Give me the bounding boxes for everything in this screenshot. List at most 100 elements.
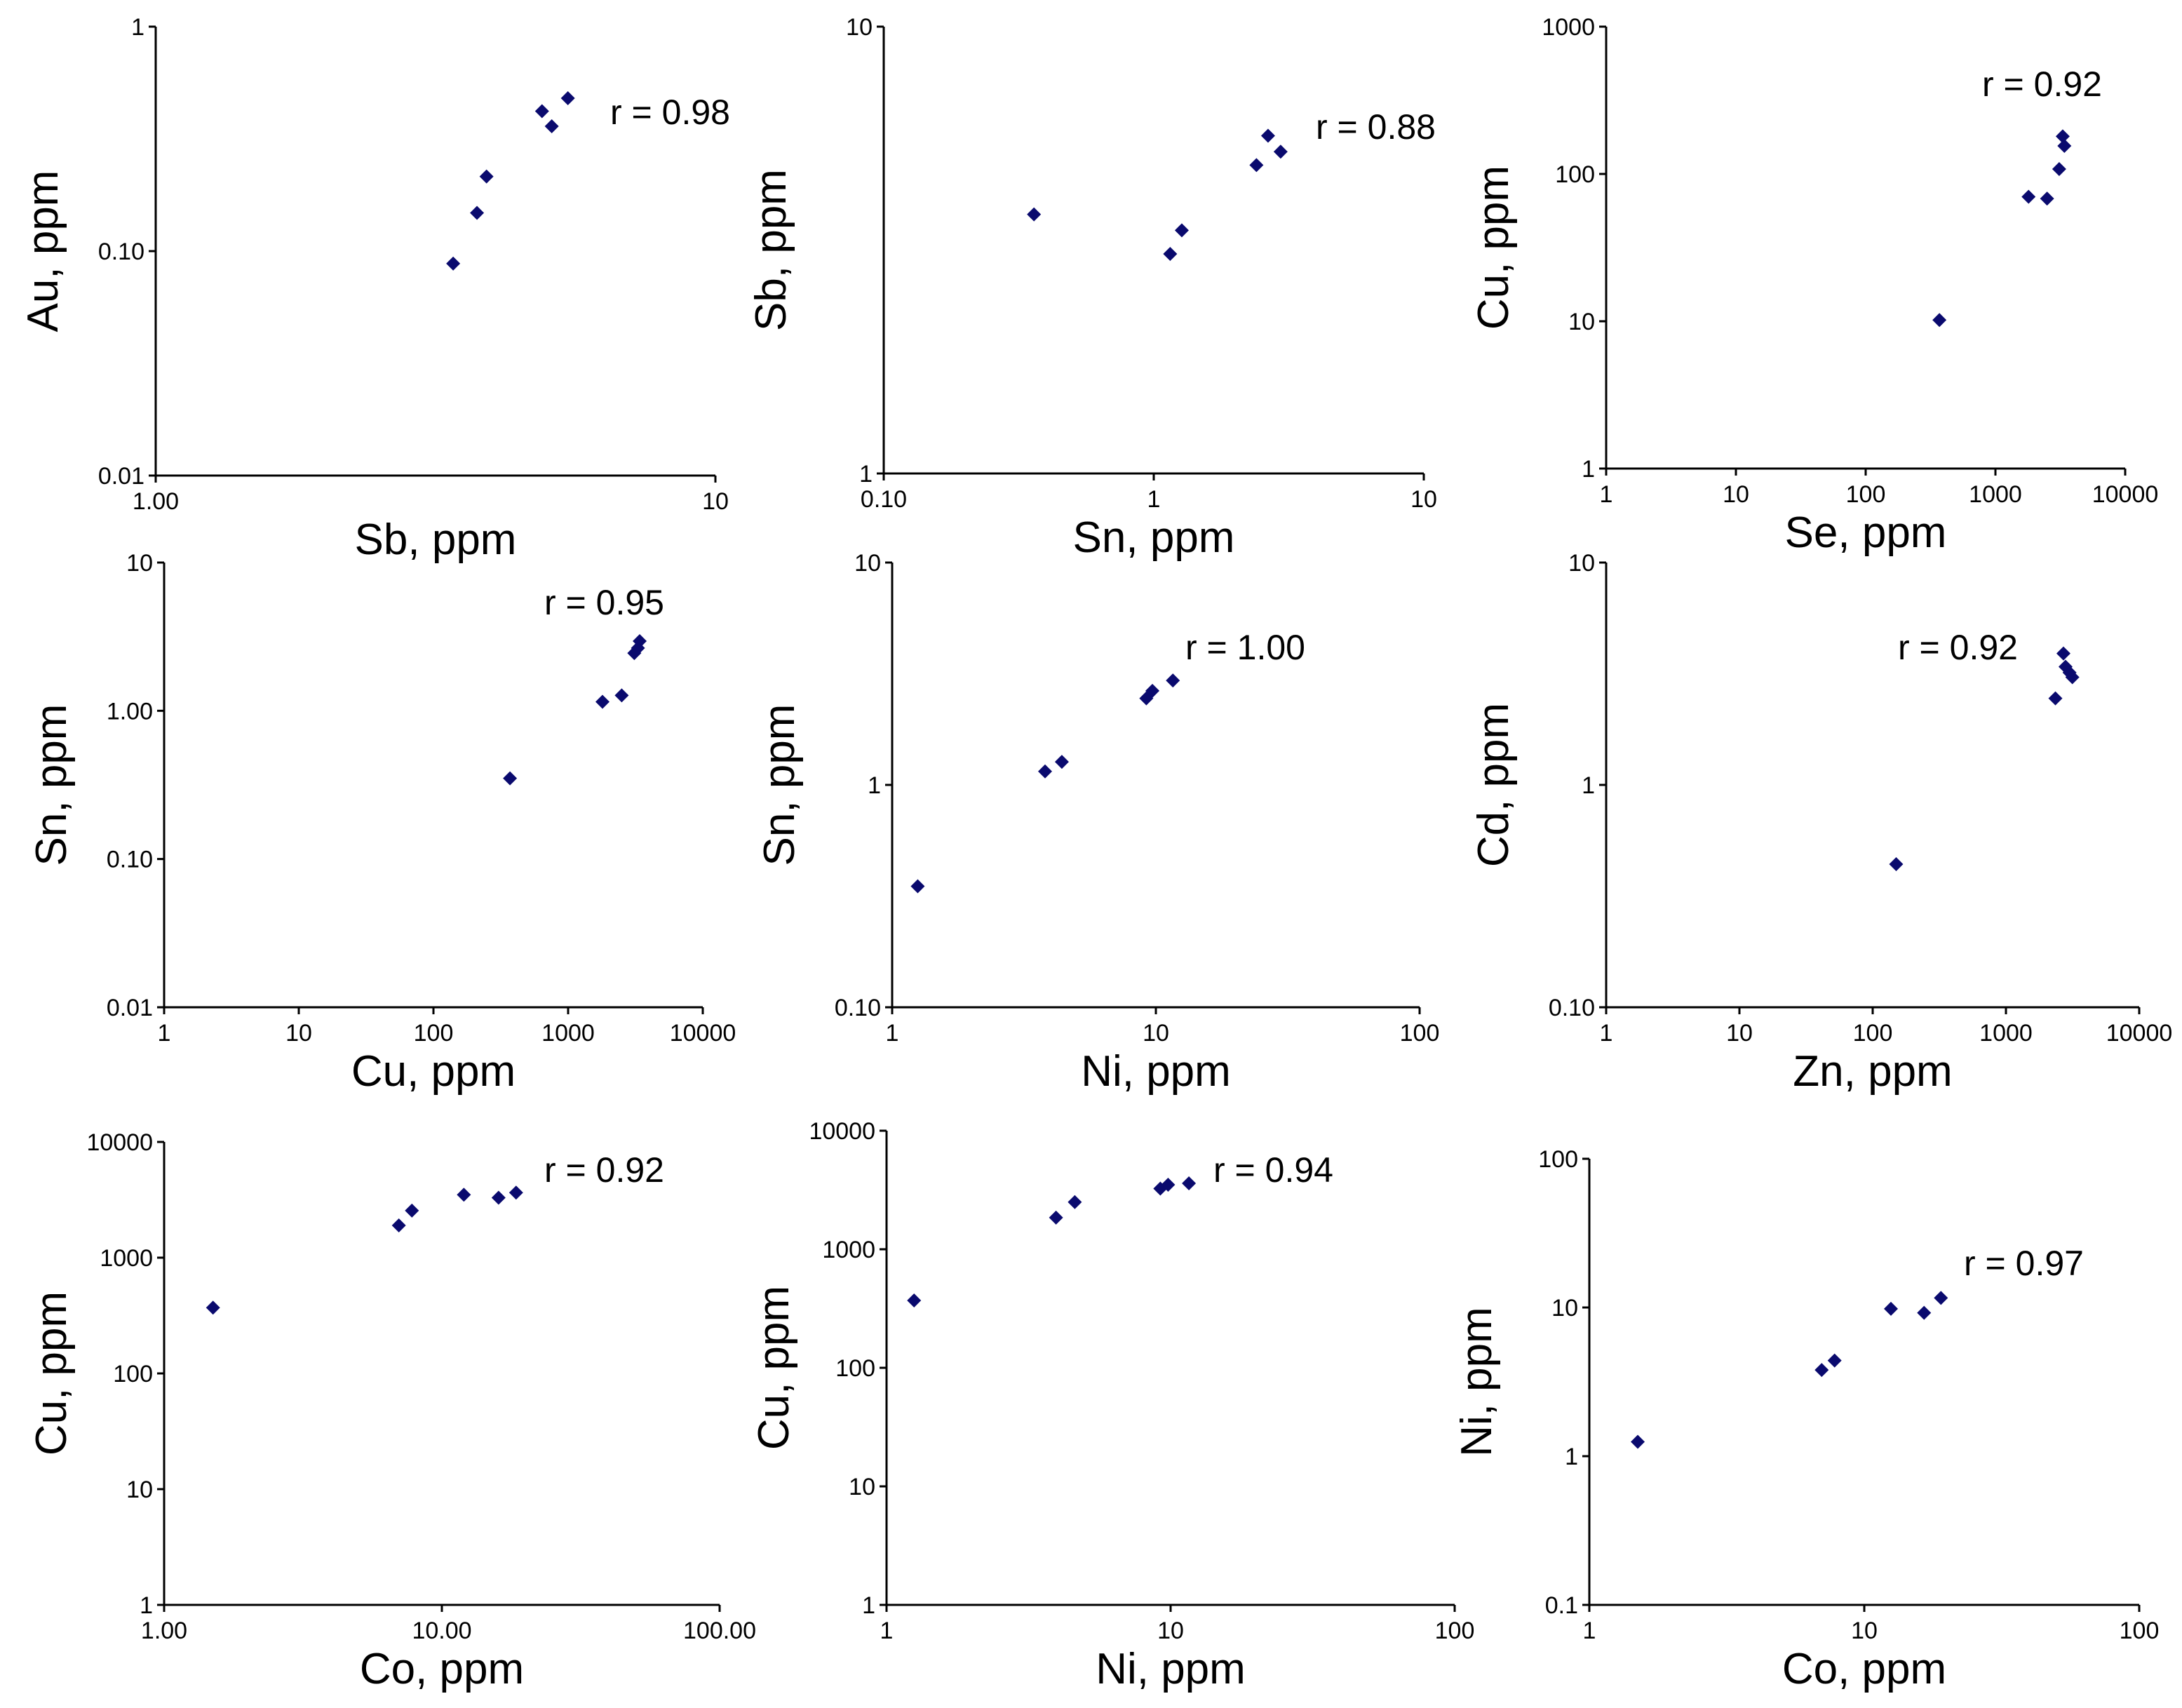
data-point xyxy=(595,694,610,709)
y-tick-label: 1 xyxy=(859,461,873,487)
x-axis-title: Sb, ppm xyxy=(355,516,517,564)
y-tick-label: 0.01 xyxy=(107,995,153,1021)
data-point xyxy=(1273,144,1288,159)
x-tick-label: 1000 xyxy=(1979,1020,2033,1047)
data-point xyxy=(509,1185,523,1200)
data-point xyxy=(1934,1291,1948,1305)
x-axis-title: Co, ppm xyxy=(1782,1645,1946,1693)
y-tick-label: 10 xyxy=(1568,309,1595,335)
data-point xyxy=(1917,1305,1932,1320)
y-tick-label: 100 xyxy=(835,1355,875,1382)
x-tick-label: 100 xyxy=(1400,1020,1440,1047)
y-tick-label: 10 xyxy=(126,1477,153,1503)
y-tick-label: 1 xyxy=(1582,456,1595,483)
x-tick-label: 1000 xyxy=(541,1020,595,1047)
y-axis-title: Ni, ppm xyxy=(1453,1307,1501,1457)
data-point xyxy=(1932,313,1947,328)
data-point xyxy=(534,104,549,119)
x-tick-label: 10 xyxy=(702,488,729,515)
data-point xyxy=(1889,857,1904,872)
y-axis-title: Cd, ppm xyxy=(1469,703,1518,867)
data-point xyxy=(457,1188,471,1202)
correlation-label: r = 0.98 xyxy=(610,93,730,132)
x-tick-label: 1.00 xyxy=(141,1618,187,1644)
y-axis-title: Au, ppm xyxy=(19,170,67,332)
data-point xyxy=(1163,247,1178,262)
data-point xyxy=(206,1300,220,1315)
data-point xyxy=(1174,223,1189,238)
data-point xyxy=(2057,139,2072,154)
x-tick-label: 10000 xyxy=(2092,481,2159,508)
data-point xyxy=(2056,646,2070,661)
data-point xyxy=(446,256,461,271)
x-tick-label: 1 xyxy=(158,1020,171,1047)
correlation-label: r = 0.95 xyxy=(544,583,664,622)
y-tick-label: 0.10 xyxy=(1549,995,1595,1021)
x-axis-title: Ni, ppm xyxy=(1096,1645,1246,1693)
y-tick-label: 100 xyxy=(1538,1146,1578,1173)
data-point xyxy=(391,1218,406,1233)
data-point xyxy=(405,1203,419,1218)
y-tick-label: 1.00 xyxy=(107,698,153,725)
data-point xyxy=(1054,755,1069,769)
data-point xyxy=(1068,1195,1082,1209)
y-axis-title: Cu, ppm xyxy=(27,1291,76,1455)
y-axis-title: Sb, ppm xyxy=(747,169,795,331)
x-tick-label: 1 xyxy=(880,1618,894,1644)
data-point xyxy=(1161,1178,1176,1192)
y-tick-label: 1000 xyxy=(822,1237,875,1263)
scatter-panel-1: 0.01 0.10 1 1.00 10 Sb, ppm Au, ppm r = 0.98 xyxy=(19,14,730,564)
y-tick-label: 0.10 xyxy=(835,995,881,1021)
correlation-label: r = 0.92 xyxy=(1982,65,2102,104)
y-tick-label: 1000 xyxy=(1542,14,1595,41)
data-point xyxy=(560,91,575,106)
data-point xyxy=(910,879,925,894)
data-point xyxy=(1145,683,1160,698)
correlation-label: r = 0.88 xyxy=(1316,107,1436,147)
data-point xyxy=(907,1293,922,1307)
data-point xyxy=(614,688,629,703)
x-axis-title: Ni, ppm xyxy=(1081,1047,1231,1096)
y-axis-title: Cu, ppm xyxy=(1469,166,1518,330)
x-tick-label: 10 xyxy=(1157,1618,1184,1644)
data-point xyxy=(2055,129,2070,144)
x-tick-label: 1.00 xyxy=(133,488,179,515)
x-tick-label: 10 xyxy=(1723,481,1749,508)
y-axis-title: Sn, ppm xyxy=(27,704,76,866)
x-tick-label: 1 xyxy=(1600,1020,1613,1047)
x-tick-label: 1 xyxy=(1147,486,1161,513)
x-tick-label: 1000 xyxy=(1969,481,2022,508)
y-tick-label: 10000 xyxy=(86,1129,153,1156)
data-point xyxy=(1249,158,1264,173)
y-tick-label: 10 xyxy=(854,550,881,577)
data-point xyxy=(479,169,494,184)
y-tick-label: 10 xyxy=(126,550,153,577)
data-point xyxy=(1814,1363,1829,1378)
x-tick-label: 100 xyxy=(1853,1020,1893,1047)
x-tick-label: 1 xyxy=(886,1020,899,1047)
x-tick-label: 10 xyxy=(1410,486,1437,513)
y-tick-label: 1000 xyxy=(100,1245,153,1272)
scatter-panel-3: 1 10 100 1000 1 10 100 1000 10000 Se, ppm Cu, ppm r… xyxy=(1469,14,2158,557)
y-tick-label: 10 xyxy=(846,14,873,41)
y-tick-label: 1 xyxy=(1565,1444,1578,1470)
y-tick-label: 0.1 xyxy=(1545,1592,1578,1619)
y-tick-label: 1 xyxy=(131,14,144,41)
x-tick-label: 1 xyxy=(1583,1618,1596,1644)
data-point xyxy=(1260,128,1275,143)
y-axis-title: Sn, ppm xyxy=(755,704,804,866)
data-point xyxy=(2040,191,2054,206)
data-point xyxy=(2065,670,2080,685)
x-tick-label: 100 xyxy=(414,1020,454,1047)
y-tick-label: 10 xyxy=(849,1474,875,1500)
data-point xyxy=(544,119,559,133)
x-tick-label: 10 xyxy=(1143,1020,1169,1047)
data-point xyxy=(1827,1353,1842,1368)
y-tick-label: 10000 xyxy=(809,1118,875,1145)
scatter-panel-7: 1 10 100 1000 10000 1.00 10.00 100.00 Co, ppm Cu,… xyxy=(27,1129,756,1693)
x-tick-label: 10000 xyxy=(670,1020,736,1047)
y-tick-label: 1 xyxy=(140,1592,153,1619)
x-axis-title: Co, ppm xyxy=(360,1645,524,1693)
